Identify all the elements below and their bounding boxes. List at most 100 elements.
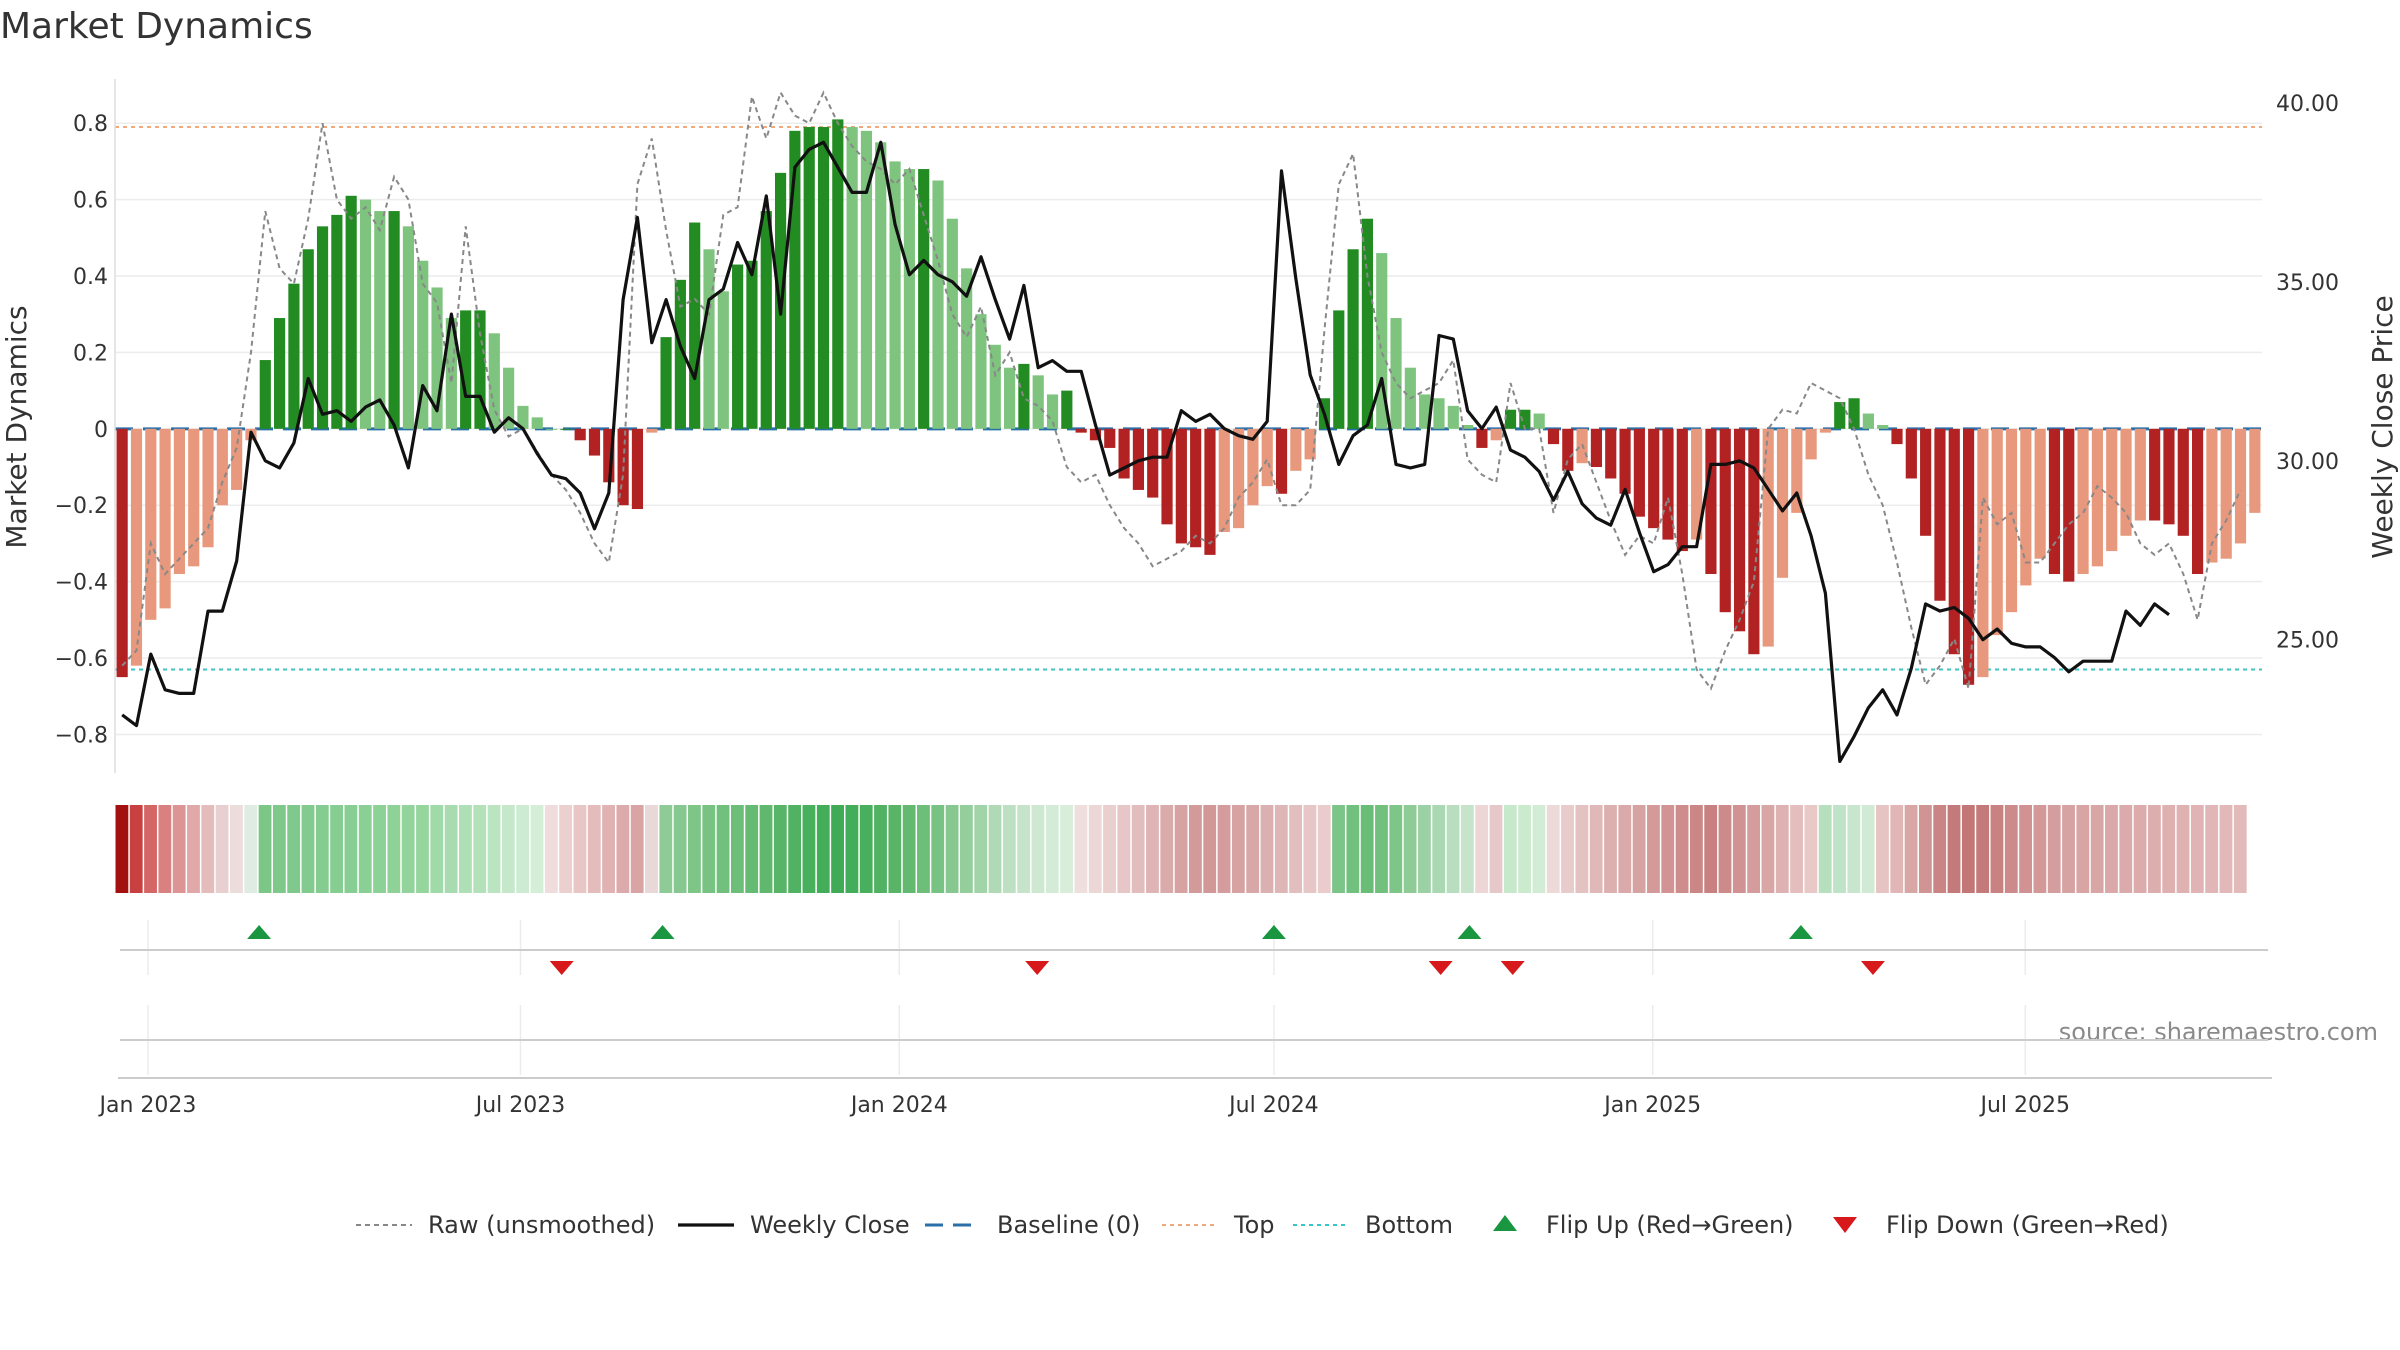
regime-cell bbox=[1675, 805, 1689, 893]
dynamics-bar bbox=[417, 260, 429, 429]
left-tick-label: 0.4 bbox=[73, 265, 108, 290]
regime-cell bbox=[1990, 805, 2004, 893]
regime-cell bbox=[2090, 805, 2104, 893]
dynamics-bar bbox=[2134, 428, 2146, 521]
chart-title: Market Dynamics bbox=[0, 6, 313, 47]
regime-cell bbox=[917, 805, 930, 893]
dynamics-bar bbox=[889, 161, 901, 429]
regime-cell bbox=[988, 805, 1002, 893]
dynamics-bar bbox=[1619, 428, 1631, 494]
regime-cell bbox=[1904, 805, 1918, 893]
dynamics-bar bbox=[159, 428, 171, 609]
dynamics-bar bbox=[1962, 428, 1975, 685]
dynamics-bar bbox=[717, 291, 729, 429]
regime-cell bbox=[1833, 805, 1846, 893]
dynamics-bar bbox=[1590, 428, 1603, 468]
dynamics-bar bbox=[231, 428, 243, 490]
regime-cell bbox=[230, 805, 243, 893]
dynamics-bar bbox=[1891, 428, 1903, 445]
dynamics-bar bbox=[1705, 428, 1717, 574]
regime-cell bbox=[888, 805, 902, 893]
regime-cell bbox=[573, 805, 587, 893]
dynamics-bar bbox=[274, 318, 286, 429]
close-line bbox=[121, 140, 2170, 764]
dynamics-bar bbox=[1533, 413, 1545, 429]
regime-cell bbox=[1503, 805, 1517, 893]
dynamics-bar bbox=[2192, 428, 2204, 574]
regime-cell bbox=[673, 805, 687, 893]
regime-cell bbox=[1460, 805, 1474, 893]
regime-cell bbox=[2205, 805, 2219, 893]
regime-cell bbox=[287, 805, 301, 893]
regime-cell bbox=[1274, 805, 1288, 893]
dynamics-bar bbox=[1061, 390, 1073, 429]
flip-markers-panel bbox=[120, 920, 2268, 975]
regime-cell bbox=[2190, 805, 2204, 893]
dynamics-bar bbox=[1762, 428, 1774, 647]
regime-cell bbox=[1918, 805, 1932, 893]
dynamics-bar bbox=[1175, 428, 1187, 544]
regime-cell bbox=[1732, 805, 1746, 893]
regime-cell bbox=[315, 805, 329, 893]
dynamics-bar bbox=[946, 218, 958, 429]
dynamics-bar bbox=[1089, 428, 1102, 441]
regime-cell bbox=[187, 805, 200, 893]
regime-cell bbox=[1360, 805, 1374, 893]
regime-cell bbox=[730, 805, 744, 893]
regime-cell bbox=[1632, 805, 1646, 893]
regime-cell bbox=[2019, 805, 2032, 893]
dynamics-bar bbox=[1605, 428, 1617, 479]
x-tick-label: Jul 2025 bbox=[1979, 1093, 2071, 1118]
regime-cell bbox=[1074, 805, 1088, 893]
regime-cell bbox=[1589, 805, 1603, 893]
dynamics-bar bbox=[1147, 428, 1159, 498]
flip-up-marker bbox=[247, 925, 272, 939]
dynamics-bar bbox=[1476, 428, 1488, 448]
legend-label-flip-up: Flip Up (Red→Green) bbox=[1546, 1211, 1794, 1239]
regime-cell bbox=[1933, 805, 1947, 893]
regime-cell bbox=[945, 805, 959, 893]
regime-cell bbox=[201, 805, 215, 893]
dynamics-bar bbox=[1748, 428, 1760, 655]
regime-cell bbox=[444, 805, 458, 893]
dynamics-bar bbox=[1161, 428, 1173, 525]
left-tick-label: −0.4 bbox=[55, 571, 108, 596]
dynamics-bar bbox=[1905, 428, 1917, 479]
regime-cell bbox=[1718, 805, 1732, 893]
regime-cell bbox=[959, 805, 973, 893]
regime-cell bbox=[530, 805, 544, 893]
regime-cell bbox=[501, 805, 515, 893]
regime-cell bbox=[358, 805, 372, 893]
left-tick-label: −0.2 bbox=[55, 494, 108, 519]
dynamics-bar bbox=[1204, 428, 1216, 555]
dynamics-bar bbox=[1562, 428, 1574, 471]
dynamics-bar bbox=[2120, 428, 2132, 536]
dynamics-bar bbox=[1934, 428, 1946, 601]
regime-cell bbox=[115, 805, 129, 893]
regime-cell bbox=[301, 805, 315, 893]
regime-cell bbox=[1618, 805, 1632, 893]
dynamics-bar bbox=[1920, 428, 1932, 536]
regime-cell bbox=[487, 805, 501, 893]
regime-cell bbox=[702, 805, 716, 893]
regime-cell bbox=[974, 805, 988, 893]
legend-label-baseline: Baseline (0) bbox=[997, 1211, 1140, 1239]
regime-cell bbox=[1647, 805, 1660, 893]
regime-cell bbox=[1847, 805, 1861, 893]
dynamics-bar bbox=[2005, 428, 2018, 613]
regime-cell bbox=[2147, 805, 2161, 893]
x-tick-label: Jul 2024 bbox=[1227, 1093, 1319, 1118]
regime-cell bbox=[2033, 805, 2047, 893]
dynamics-bar bbox=[689, 222, 701, 429]
regime-cell bbox=[1475, 805, 1489, 893]
left-tick-label: 0 bbox=[94, 418, 108, 443]
regime-cell bbox=[1775, 805, 1789, 893]
regime-cell bbox=[1174, 805, 1188, 893]
regime-cell bbox=[559, 805, 573, 893]
legend-label-flip-down: Flip Down (Green→Red) bbox=[1886, 1211, 2169, 1239]
dynamics-bar bbox=[932, 180, 944, 429]
regime-cell bbox=[1446, 805, 1460, 893]
dynamics-bar bbox=[803, 127, 815, 429]
dynamics-bar bbox=[860, 130, 873, 429]
